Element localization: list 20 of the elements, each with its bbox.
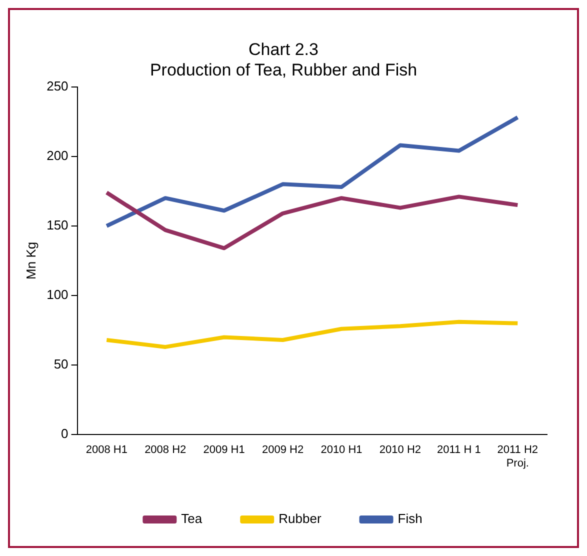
- y-axis-title: Mn Kg: [23, 242, 38, 280]
- x-tick-label: 2010 H1: [320, 444, 362, 456]
- x-tick-label: 2009 H1: [203, 444, 245, 456]
- x-tick-label: 2009 H2: [262, 444, 304, 456]
- y-tick-label: 50: [54, 356, 68, 372]
- legend-label: Rubber: [278, 511, 322, 526]
- y-tick-label: 100: [46, 287, 68, 302]
- y-tick-label: 200: [46, 148, 68, 163]
- y-tick-label: 150: [46, 218, 68, 232]
- x-tick-label: 2008 H2: [144, 444, 186, 456]
- x-tick-label: 2010 H2: [379, 444, 422, 456]
- y-tick-label: 0: [61, 426, 68, 442]
- chart-title: Chart 2.3: [248, 40, 318, 59]
- y-tick-label: 250: [46, 78, 68, 94]
- x-tick-label: 2011 H 1: [437, 444, 481, 456]
- legend-label: Fish: [398, 511, 422, 526]
- x-tick-label: 2008 H1: [86, 444, 128, 456]
- chart-subtitle: Production of Tea, Rubber and Fish: [150, 60, 418, 80]
- legend-label: Tea: [181, 511, 203, 526]
- x-tick-label: 2011 H2 Proj.: [497, 444, 538, 470]
